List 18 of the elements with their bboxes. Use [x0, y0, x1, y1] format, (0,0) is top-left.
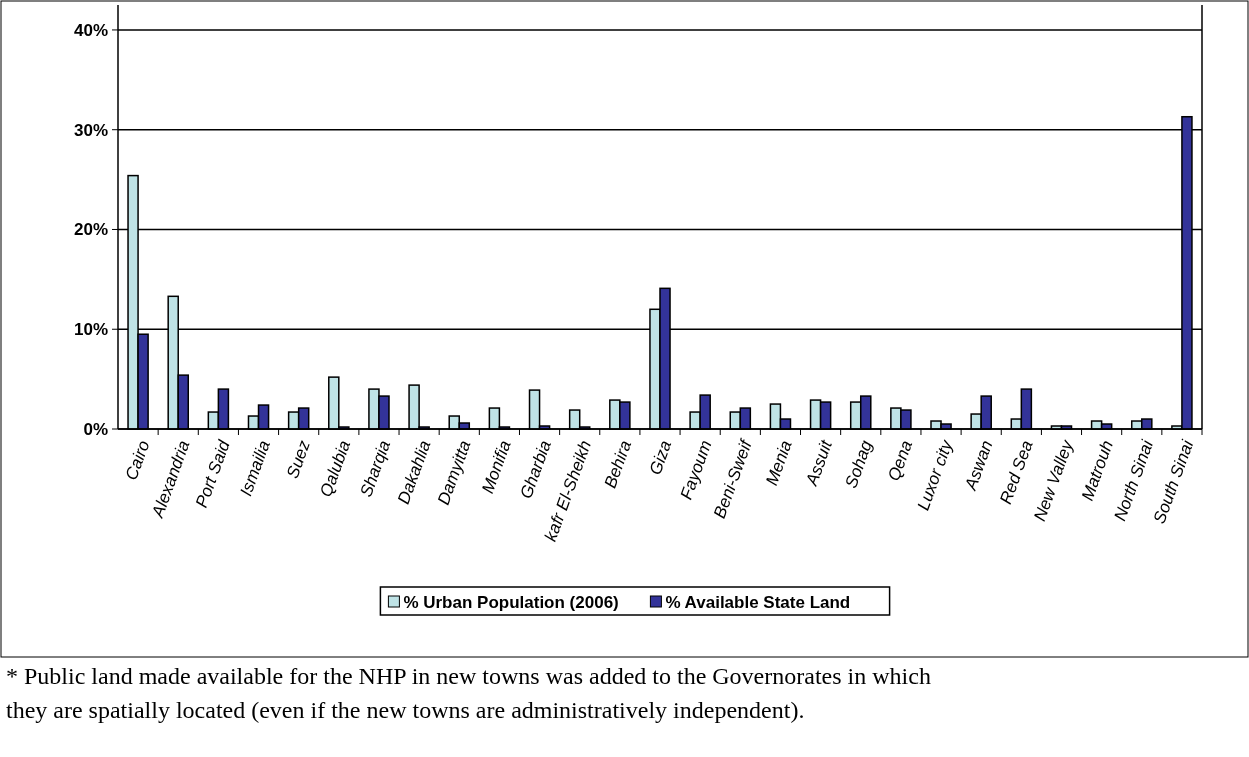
x-tick-label: Port Said: [191, 437, 234, 511]
x-tick-label: Red Sea: [996, 437, 1037, 507]
x-tick-label: Menia: [762, 437, 796, 488]
y-tick-label: 20%: [73, 220, 108, 240]
x-tick-label: Cairo: [121, 437, 154, 483]
x-tick-label: Giza: [645, 437, 676, 478]
x-tick-label: Assuit: [801, 436, 837, 489]
legend-label: % Available State Land: [665, 592, 851, 612]
x-tick-label: Sohag: [841, 437, 877, 491]
y-tick-label: 0%: [83, 419, 108, 439]
y-tick-label: 10%: [73, 320, 108, 340]
text: * Public land made available for the NHP in new towns was added to the Governorates in which they are spatially located (even if the new towns are administratively independent).: [6, 663, 931, 723]
x-tick-label: Suez: [282, 437, 315, 481]
legend-label: % Urban Population (2006): [403, 592, 619, 612]
y-tick-label: 40%: [73, 20, 108, 40]
x-tick-label: Aswan: [960, 437, 997, 494]
y-tick-label: 30%: [73, 120, 108, 140]
x-tick-label: Behira: [600, 437, 636, 491]
